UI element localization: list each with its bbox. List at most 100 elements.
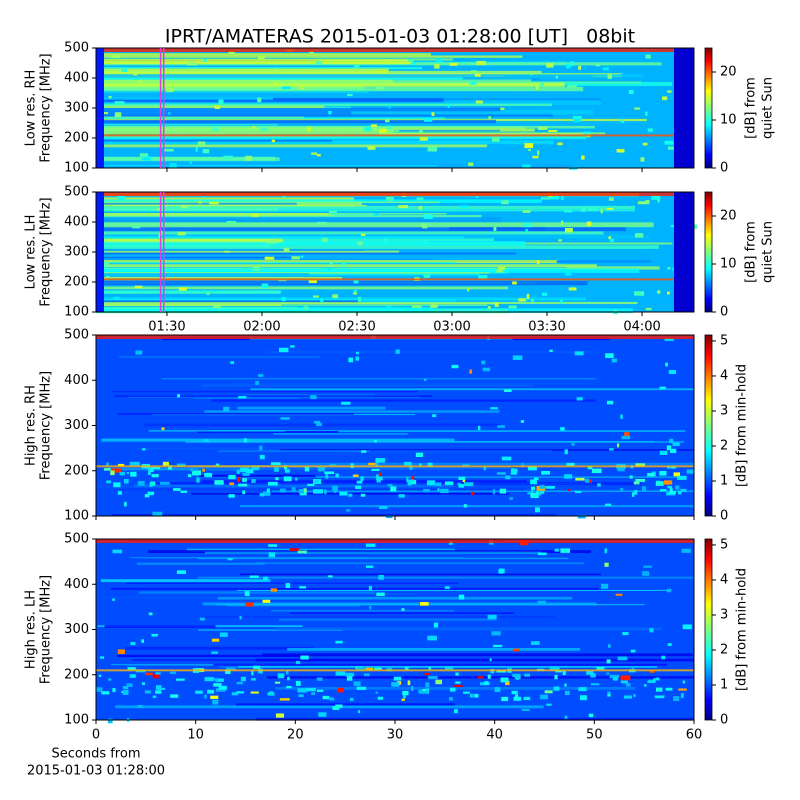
spectrogram-speckle [297,550,307,554]
spectrogram-speckle [621,435,631,440]
spectrogram-band [185,441,685,443]
spectrogram-speckle [379,128,387,133]
spectrogram-speckle [342,262,346,267]
spectrogram-speckle [478,275,488,280]
spectrogram-speckle [530,479,537,485]
spectrogram [96,192,698,315]
spectrogram-speckle [139,153,149,157]
spectrogram-speckle [333,489,337,493]
spectrogram-band [96,82,565,87]
spectrogram-speckle [492,489,496,495]
spectrogram-speckle [328,111,332,115]
spectrogram-speckle [374,213,379,216]
spectrogram-speckle [430,304,438,308]
colorbar-tick-label: 4 [720,368,728,383]
spectrogram-speckle [482,367,491,372]
spectrogram-speckle [357,710,361,714]
spectrogram-speckle [259,493,265,497]
spectrogram-speckle [355,356,360,361]
spectrogram-speckle [404,461,412,466]
spectrogram-speckle [309,51,314,54]
spectrogram-band [272,462,694,466]
spectrogram-speckle [670,448,677,453]
spectrogram-speckle [144,155,151,161]
y-tick-label: 300 [64,101,89,116]
y-axis-label: Frequency [MHz] [39,197,54,306]
spectrogram-speckle [167,465,172,470]
spectrogram-speckle [300,255,304,258]
x-tick-label: 50 [586,728,603,743]
y-tick-label: 200 [64,463,89,478]
x-tick-label: 30 [387,728,404,743]
spectrogram-speckle [631,492,635,497]
spectrogram-speckle [628,89,634,95]
spectrogram-speckle [376,592,385,596]
spectrogram-speckle [287,676,290,681]
spectrogram-speckle [655,481,664,486]
spectrogram-speckle [141,639,145,643]
spectrogram-speckle [428,676,438,680]
spectrogram-speckle [406,476,409,481]
spectrogram-speckle [575,477,585,481]
spectrogram-speckle [463,482,474,487]
spectrogram-speckle [267,240,277,244]
spectrogram-speckle [209,201,219,205]
spectrogram-speckle [604,562,609,567]
spectrogram-speckle [631,666,634,672]
spectrogram-speckle [530,493,539,499]
colorbar-label: [dB] from min-hold [735,568,750,691]
spectrogram-band [117,654,304,658]
spectrogram-band [211,399,596,402]
spectrogram-speckle [329,697,335,701]
colorbar-tick-label: 4 [720,572,728,587]
spectrogram-speckle [493,644,503,648]
spectrogram-speckle [511,690,518,695]
spectrogram-speckle [121,68,128,72]
spectrogram-speckle [509,497,513,500]
spectrogram-speckle [667,267,671,270]
spectrogram-speckle [195,147,198,152]
spectrogram-speckle [354,290,358,293]
spectrogram-speckle [560,548,571,553]
spectrogram-speckle [149,483,153,487]
spectrogram-speckle [661,655,666,660]
spectrogram-band [96,98,444,103]
spectrogram-speckle [541,292,548,296]
spectrogram-band [96,78,393,83]
spectrogram-band [96,252,517,255]
spectrogram-speckle [308,279,317,284]
spectrogram-band [96,202,297,205]
spectrogram-speckle [401,698,405,701]
spectrogram-speckle [245,155,252,161]
spectrogram-band [96,199,542,203]
spectrogram-band [218,450,371,453]
spectrogram-speckle [299,491,307,496]
spectrogram-speckle [176,570,186,574]
spectrogram-speckle [376,476,383,481]
spectrogram-speckle [225,669,231,675]
spectrogram-speckle [513,696,522,701]
spectrogram-speckle [671,466,677,469]
spectrogram-speckle [324,489,327,495]
spectrogram-speckle [370,124,377,127]
spectrogram-speckle [589,479,592,483]
x-tick-label: 10 [187,728,204,743]
y-axis-label: Frequency [MHz] [39,575,54,684]
spectrogram-speckle [348,493,353,497]
spectrogram-speckle [224,250,230,253]
spectrogram-speckle [499,488,507,494]
spectrogram-speckle [667,485,673,489]
spectrogram-band [96,250,400,253]
spectrogram-speckle [537,552,547,556]
colorbar [704,334,713,517]
spectrogram-speckle [112,549,123,554]
y-tick-label: 100 [64,509,89,524]
spectrogram-speckle [620,488,624,492]
spectrogram-speckle [530,641,540,645]
spectrogram-speckle [108,678,112,681]
spectrogram-speckle [156,685,162,691]
spectrogram-speckle [283,247,290,253]
x-tick-label: 04:00 [623,320,660,335]
spectrogram-band [112,514,557,516]
spectrogram-speckle [313,489,323,494]
